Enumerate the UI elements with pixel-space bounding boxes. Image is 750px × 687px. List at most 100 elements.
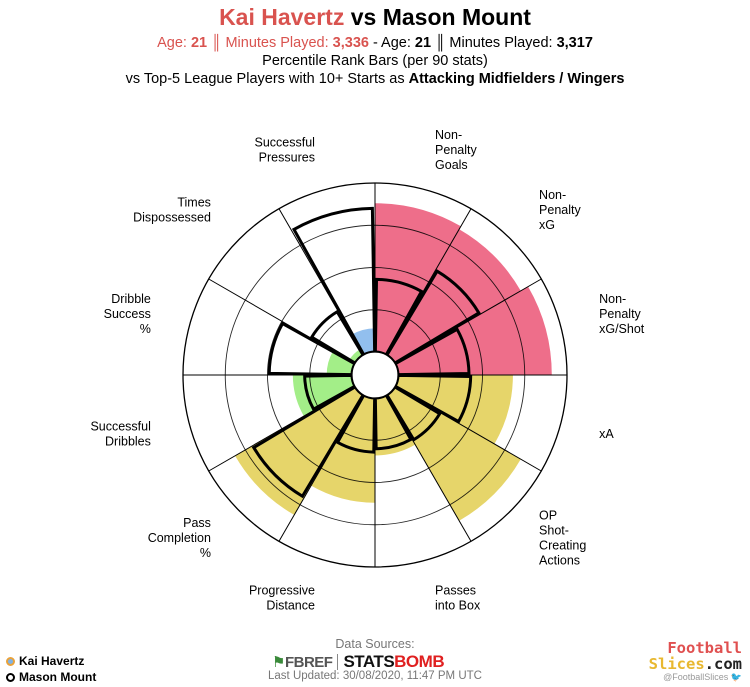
category-label-2-line-0: Non-: [599, 292, 626, 306]
title-player2: Mason Mount: [382, 4, 531, 30]
category-label-5: Passes into Box: [435, 584, 481, 613]
category-label-1-line-2: xG: [539, 218, 555, 232]
center-circle: [351, 351, 399, 399]
category-label-9: Dribble Success%: [104, 292, 151, 336]
category-label-1-line-1: Penalty: [539, 203, 581, 217]
category-label-5-line-0: Passes: [435, 584, 476, 598]
fbref-logo: ⚑FBREF: [272, 653, 333, 671]
category-label-1-line-0: Non-: [539, 188, 566, 202]
category-label-10: Times Dispossessed: [133, 196, 211, 225]
legend-item-p1: Kai Havertz: [6, 654, 84, 668]
legend-label-p2: Mason Mount: [19, 670, 97, 684]
category-label-11: Successful Pressures: [255, 136, 315, 165]
p1-bar-5: [375, 394, 416, 456]
brand-line1: Football: [667, 639, 742, 657]
category-label-4: OP Shot-Creating Actions: [539, 509, 586, 568]
p1-bar-11: [351, 328, 375, 356]
category-label-0-line-1: Penalty: [435, 143, 477, 157]
fbref-flag-icon: ⚑: [272, 654, 285, 671]
brand-line2-a: Slices: [648, 655, 705, 673]
sources-label: Data Sources:: [335, 637, 415, 651]
comparison-prefix: vs Top-5 League Players with 10+ Starts …: [125, 71, 405, 87]
category-label-3: xA: [599, 427, 614, 441]
twitter-handle: @FootballSlices 🐦: [663, 672, 742, 683]
p1-info: Age: 21 ║ Minutes Played: 3,336: [157, 35, 369, 51]
category-label-9-line-1: Success: [104, 307, 151, 321]
twitter-bird-icon: 🐦: [730, 672, 742, 682]
category-label-2: Non-Penalty xG/Shot: [599, 292, 645, 336]
category-label-10-line-1: Dispossessed: [133, 211, 211, 225]
center-hole: [351, 351, 399, 399]
category-label-4-line-0: OP: [539, 509, 557, 523]
p1-bar-3: [394, 375, 513, 444]
fbref-text: FBREF: [284, 654, 333, 671]
legend-marker-p2: [6, 672, 15, 682]
legend-marker-p1: [6, 656, 15, 666]
p1-bar-0: [375, 203, 461, 356]
p1-sep: ║: [211, 35, 222, 51]
category-label-6-line-1: Distance: [266, 599, 315, 613]
handle-text: @FootballSlices: [663, 672, 729, 682]
category-label-0: Non-Penalty Goals: [435, 128, 477, 172]
brand-line2-b: .com: [704, 655, 742, 673]
statsbomb-text-a: STATS: [343, 652, 395, 671]
category-label-8-line-1: Dribbles: [105, 435, 151, 449]
p1-minutes: 3,336: [332, 35, 369, 51]
category-label-0-line-2: Goals: [435, 158, 468, 172]
category-label-4-line-2: Creating: [539, 539, 586, 553]
category-label-11-line-0: Successful: [255, 136, 315, 150]
p2-age-label: - Age:: [372, 35, 411, 51]
footballslices-logo: Football Slices.com: [649, 640, 742, 672]
category-label-2-line-1: Penalty: [599, 307, 641, 321]
category-label-2-line-2: xG/Shot: [599, 322, 645, 336]
chart-title: Kai Havertz vs Mason Mount: [0, 4, 750, 31]
category-label-7: Pass Completion%: [148, 516, 211, 560]
category-label-5-line-1: into Box: [435, 599, 481, 613]
brand-line2: Slices.com: [649, 656, 742, 672]
category-label-7-line-1: Completion: [148, 531, 211, 545]
category-label-6-line-0: Progressive: [249, 584, 315, 598]
title-player1: Kai Havertz: [219, 4, 345, 30]
category-label-6: Progressive Distance: [249, 584, 315, 613]
player-info-line: Age: 21 ║ Minutes Played: 3,336 - Age: 2…: [0, 35, 750, 51]
p2-minutes-label: Minutes Played:: [449, 35, 553, 51]
legend-label-p1: Kai Havertz: [19, 654, 85, 668]
statsbomb-logo: STATSBOMB: [343, 652, 444, 672]
category-label-4-line-1: Shot-: [539, 524, 569, 538]
p1-bar-9: [326, 350, 356, 375]
logo-divider: [337, 654, 339, 670]
category-label-1: Non-Penalty xG: [539, 188, 581, 232]
p1-age: 21: [190, 35, 208, 51]
source-logos: ⚑FBREF STATSBOMB: [272, 652, 445, 672]
p1-bar-6: [311, 394, 375, 503]
category-label-8: Successful Dribbles: [90, 420, 150, 449]
chart-subtitle: Percentile Rank Bars (per 90 stats): [262, 53, 488, 69]
category-label-10-line-0: Times: [177, 196, 211, 210]
comparison-line: vs Top-5 League Players with 10+ Starts …: [0, 71, 750, 87]
p1-bar-10: [349, 349, 364, 364]
comparison-group: Attacking Midfielders / Wingers: [408, 71, 625, 87]
category-label-4-line-3: Actions: [539, 554, 580, 568]
legend-item-p2: Mason Mount: [6, 670, 96, 684]
statsbomb-text-b: BOMB: [394, 652, 445, 671]
last-updated: Last Updated: 30/08/2020, 11:47 PM UTC: [268, 670, 482, 682]
p1-minutes-label: Minutes Played:: [225, 35, 329, 51]
p2-age: 21: [414, 35, 432, 51]
category-label-11-line-1: Pressures: [259, 151, 315, 165]
p1-bar-8: [292, 375, 356, 417]
category-label-0-line-0: Non-: [435, 128, 462, 142]
title-vs: vs: [350, 4, 377, 30]
category-label-9-line-0: Dribble: [111, 292, 151, 306]
category-label-9-line-2: %: [140, 322, 151, 336]
p1-bar-4: [386, 386, 521, 521]
p2-minutes: 3,317: [556, 35, 593, 51]
category-label-7-line-2: %: [200, 546, 211, 560]
category-label-7-line-0: Pass: [183, 516, 211, 530]
category-label-8-line-0: Successful: [90, 420, 150, 434]
p2-sep: ║: [435, 35, 446, 51]
p1-bar-1: [386, 229, 521, 364]
category-label-3-line-0: xA: [599, 427, 614, 441]
p1-age-label: Age:: [157, 35, 187, 51]
